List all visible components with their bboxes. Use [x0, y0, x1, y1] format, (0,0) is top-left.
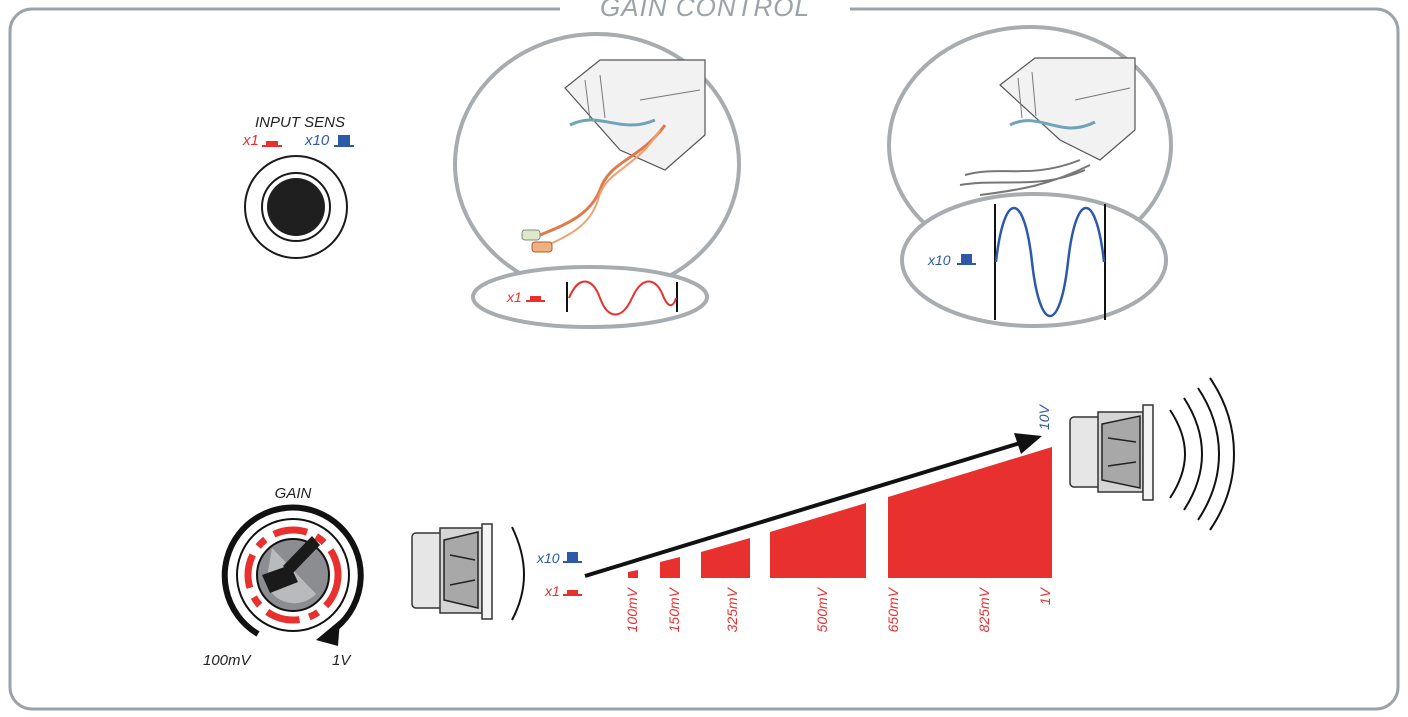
speaker-small-wave	[511, 526, 525, 621]
ramp-bar	[888, 447, 1052, 578]
rca-cable	[539, 124, 667, 237]
speaker-large-magnet	[1069, 416, 1103, 488]
ramp-scale-label: 825mV	[976, 586, 992, 632]
rca-plug-white	[521, 229, 541, 241]
speaker-large-wave-1	[1169, 409, 1186, 499]
blue-wire	[569, 118, 656, 127]
x10-waveform-label: x10	[927, 252, 951, 268]
ramp-scale-label: 1V	[1037, 586, 1053, 605]
x1-waveform-icon	[530, 296, 541, 301]
x1-sine-wave	[568, 280, 677, 316]
speaker-large-frame	[1101, 415, 1141, 489]
x1-waveform-label: x1	[506, 289, 522, 305]
head-unit-sketch	[564, 59, 706, 171]
ramp-bar	[660, 557, 680, 578]
ramp-x10-label: x10	[536, 550, 560, 566]
ramp-bar	[770, 503, 866, 578]
ramp-arrowhead	[1014, 433, 1042, 454]
x10-indicator-icon	[338, 135, 350, 146]
gain-sweep-arrowhead	[316, 620, 340, 646]
ramp-x10-icon	[567, 552, 578, 562]
rca-cable-second	[547, 129, 661, 246]
gain-label: GAIN	[275, 485, 312, 502]
speaker-small	[411, 523, 525, 621]
gain-knob-block: GAIN 100mV 1V	[203, 485, 364, 669]
ramp-x1-icon-base	[563, 594, 582, 596]
input-sens-button[interactable]	[267, 178, 325, 236]
rca-plug-red	[531, 241, 553, 253]
head-unit-detail-2	[1017, 71, 1131, 119]
blue-wire-2	[1009, 119, 1096, 130]
gain-ramp: x10 x1 10V 100mV 150mV 325mV 500mV 650mV 825m…	[536, 403, 1053, 632]
gain-max-label: 1V	[332, 652, 352, 669]
gain-knob-pointer	[283, 536, 320, 574]
x10-waveform-icon-base	[957, 263, 976, 265]
x10-waveform-icon	[961, 254, 972, 264]
gain-dash-ring	[244, 526, 342, 624]
gain-sweep-arc	[221, 504, 364, 637]
head-unit-sketch-2	[999, 57, 1136, 161]
speaker-large	[1069, 377, 1235, 531]
ramp-scale-label: 650mV	[885, 586, 901, 632]
ramp-scale-label: 500mV	[814, 586, 830, 632]
head-unit-detail	[584, 74, 701, 121]
x1-indicator-icon	[266, 141, 278, 146]
diagram-title: GAIN CONTROL	[560, 0, 850, 22]
speaker-large-wave-2	[1183, 397, 1203, 511]
input-sens-x10-label: x10	[304, 132, 330, 149]
x10-waveform-bubble	[900, 192, 1168, 328]
speaker-large-cone	[1142, 404, 1154, 501]
ramp-top-label: 10V	[1036, 403, 1052, 430]
speaker-small-cone	[481, 523, 493, 620]
input-sens-x1-label: x1	[242, 132, 259, 149]
ramp-scale-label: 325mV	[724, 586, 740, 632]
ramp-x1-label: x1	[544, 583, 560, 599]
ramp-scale: 100mV 150mV 325mV 500mV 650mV 825mV 1V	[624, 586, 1053, 632]
ramp-scale-label: 100mV	[624, 586, 640, 632]
speaker-large-wave-4	[1209, 377, 1235, 531]
x10-wiring-illustration: x10	[887, 25, 1173, 328]
ramp-arrow-line	[584, 441, 1021, 578]
gain-knob-pointer-wing	[262, 565, 298, 593]
x1-waveform-icon-base	[526, 300, 545, 302]
ramp-scale-label: 150mV	[666, 586, 682, 632]
speaker-small-frame	[443, 531, 479, 609]
speaker-small-magnet	[411, 532, 445, 609]
speaker-large-wave-3	[1197, 387, 1220, 521]
input-sens-label: INPUT SENS	[255, 114, 345, 131]
ramp-x10-icon-base	[563, 561, 582, 563]
x1-wiring-illustration: x1	[453, 32, 741, 329]
x10-indicator-base	[334, 145, 354, 147]
bare-wires	[959, 159, 1091, 196]
ramp-bar	[701, 538, 750, 578]
gain-min-label: 100mV	[203, 652, 253, 669]
ramp-bar	[628, 570, 638, 578]
input-sens-block: INPUT SENS x1 x10	[242, 114, 354, 259]
x1-indicator-base	[262, 145, 282, 147]
ramp-bars	[628, 447, 1052, 578]
x10-sine-wave	[994, 207, 1106, 317]
ramp-x1-icon	[567, 590, 578, 595]
